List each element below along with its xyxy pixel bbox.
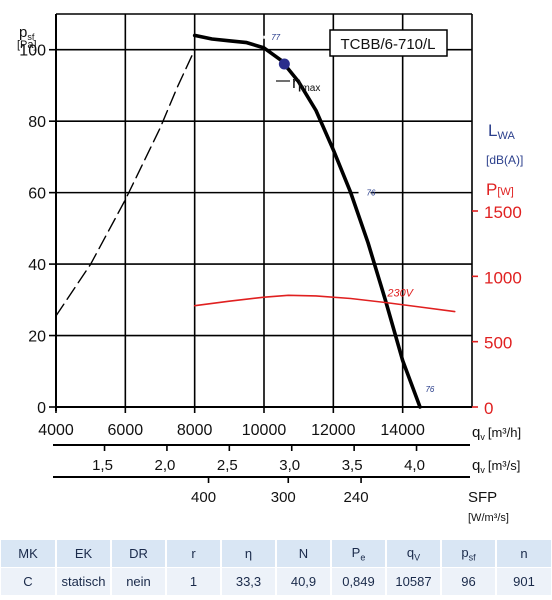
x-tick-label: 6000 bbox=[108, 422, 144, 439]
pressure-curve bbox=[192, 33, 422, 409]
y-tick-label: 40 bbox=[28, 257, 46, 274]
table-header-text: q bbox=[406, 544, 415, 560]
sfp-tick-label: 300 bbox=[271, 489, 296, 506]
specs-header-row: MK EK DR r η N Pe qV psf n bbox=[1, 540, 551, 568]
sfp-title: SFP bbox=[468, 489, 497, 506]
y-tick-label: 60 bbox=[28, 186, 46, 203]
table-value-cell: statisch bbox=[55, 567, 111, 595]
table-value-cell: 33,3 bbox=[220, 567, 276, 595]
x-tick-label: 12000 bbox=[311, 422, 356, 439]
m3s-tick-label: 3,0 bbox=[279, 457, 300, 474]
table-header-text: η bbox=[244, 546, 253, 561]
table-value-cell: C bbox=[1, 567, 56, 595]
table-value-cell: nein bbox=[110, 567, 166, 595]
grid bbox=[56, 14, 472, 407]
x-tick-label: 14000 bbox=[380, 422, 425, 439]
table-header-cell: qV bbox=[385, 540, 441, 568]
sound-level-label: 76 bbox=[367, 189, 376, 198]
table-header-cell: Pe bbox=[330, 540, 386, 568]
table-header-cell: η bbox=[220, 540, 276, 568]
x-tick-label: 10000 bbox=[242, 422, 287, 439]
sound-power-unit: [dB(A)] bbox=[486, 153, 523, 167]
power-series-label: 230V bbox=[386, 287, 414, 299]
m3s-tick-label: 4,0 bbox=[404, 457, 425, 474]
m3s-tick-label: 3,5 bbox=[342, 457, 363, 474]
table-header-cell: N bbox=[275, 540, 331, 568]
table-value-cell: 10587 bbox=[385, 567, 441, 595]
y-axis-title-sub: sf bbox=[27, 32, 35, 42]
power-tick-label: 1000 bbox=[484, 268, 522, 287]
sfp-tick-label: 400 bbox=[191, 489, 216, 506]
chart-title: TCBB/6-710/L bbox=[340, 36, 435, 53]
power-tick-label: 500 bbox=[484, 334, 512, 353]
fan-performance-chart: 020406080100psf[Pa]LWA[dB(A)]P[W]0500100… bbox=[17, 13, 523, 524]
table-header-sub: sf bbox=[468, 552, 476, 563]
table-value-cell: 40,9 bbox=[275, 567, 331, 595]
table-header-cell: r bbox=[165, 540, 221, 568]
y-tick-label: 20 bbox=[28, 329, 46, 346]
x-tick-label: 8000 bbox=[177, 422, 213, 439]
eta-max-label: ηmax bbox=[292, 73, 320, 94]
eta-max-sub: max bbox=[301, 83, 320, 94]
sfp-tick-label: 240 bbox=[344, 489, 369, 506]
table-header-text: n bbox=[520, 546, 528, 561]
series bbox=[55, 33, 456, 409]
table-header-cell: MK bbox=[1, 540, 56, 568]
sound-power-label-sub: WA bbox=[497, 130, 515, 142]
axes: 020406080100psf[Pa]LWA[dB(A)]P[W]0500100… bbox=[17, 13, 523, 524]
title-box bbox=[329, 29, 448, 57]
table-header-text: MK bbox=[18, 546, 38, 561]
y-tick-label: 80 bbox=[28, 114, 46, 131]
x-axis-unit-m3s: [m³/s] bbox=[488, 458, 521, 473]
power-curve bbox=[193, 294, 456, 313]
x-axis-title-m3h: qv [m³/h] bbox=[472, 424, 521, 442]
y-axis-unit: [Pa] bbox=[17, 39, 37, 51]
pressure-unstable-curve bbox=[55, 49, 196, 317]
m3s-tick-label: 2,5 bbox=[217, 457, 238, 474]
table-header-sub: V bbox=[414, 552, 421, 563]
table-value-cell: 1 bbox=[165, 567, 221, 595]
m3s-tick-label: 1,5 bbox=[92, 457, 113, 474]
table-header-text: P bbox=[351, 544, 361, 560]
y-tick-label: 0 bbox=[37, 400, 46, 417]
x-tick-label: 4000 bbox=[38, 422, 74, 439]
sound-level-label: 76 bbox=[425, 385, 434, 394]
labels: 230V ηmax 77 76 76 TCBB/6-710/L bbox=[263, 29, 448, 394]
table-value-cell: 96 bbox=[440, 567, 496, 595]
sound-level-label: 77 bbox=[271, 33, 280, 42]
table-header-text: EK bbox=[74, 546, 93, 561]
sfp-unit: [W/m³/s] bbox=[468, 512, 509, 524]
x-axis-title-m3h-sub: v bbox=[480, 432, 485, 442]
table-header-text: p bbox=[461, 544, 469, 560]
sound-power-label: LWA bbox=[488, 121, 515, 142]
table-value-cell: 0,849 bbox=[330, 567, 386, 595]
x-axis-unit-m3h: [m³/h] bbox=[488, 425, 521, 440]
table-header-cell: DR bbox=[110, 540, 166, 568]
power-axis-unit: [W] bbox=[497, 186, 514, 198]
table-header-cell: n bbox=[495, 540, 551, 568]
table-header-cell: psf bbox=[440, 540, 496, 568]
table-value-cell: 901 bbox=[495, 567, 551, 595]
x-axis-title-m3s-sub: v bbox=[480, 465, 485, 475]
x-axis-title-m3s: qv [m³/s] bbox=[472, 457, 520, 475]
y-tick-label: 100 bbox=[19, 43, 46, 60]
m3s-tick-label: 2,0 bbox=[155, 457, 176, 474]
table-header-text: DR bbox=[129, 546, 148, 561]
table-header-sub: e bbox=[360, 552, 366, 563]
eta-max-point bbox=[278, 58, 290, 70]
power-tick-label: 1500 bbox=[484, 203, 522, 222]
power-tick-label: 0 bbox=[484, 399, 493, 418]
power-axis-title: P[W] bbox=[486, 180, 514, 199]
table-header-text: N bbox=[298, 546, 309, 561]
table-header-text: r bbox=[191, 546, 196, 561]
table-header-cell: EK bbox=[55, 540, 111, 568]
